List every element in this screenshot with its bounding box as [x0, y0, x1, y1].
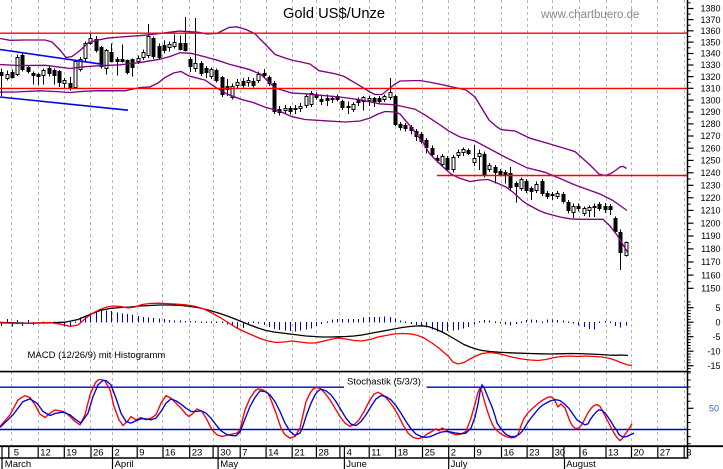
svg-text:30: 30 [220, 447, 231, 458]
svg-text:28: 28 [318, 447, 329, 458]
svg-text:23: 23 [192, 447, 203, 458]
svg-text:June: June [346, 459, 367, 469]
svg-text:-15: -15 [707, 361, 720, 371]
svg-text:16: 16 [165, 447, 176, 458]
svg-text:26: 26 [93, 447, 104, 458]
svg-text:1370: 1370 [700, 15, 720, 25]
svg-text:19: 19 [66, 447, 77, 458]
svg-text:March: March [5, 459, 31, 469]
svg-text:July: July [451, 459, 468, 469]
svg-text:9: 9 [139, 447, 144, 458]
svg-text:20: 20 [634, 447, 645, 458]
svg-text:13: 13 [608, 447, 619, 458]
svg-text:5: 5 [715, 303, 720, 313]
svg-text:50: 50 [709, 404, 719, 414]
svg-text:1340: 1340 [700, 49, 720, 59]
svg-text:1320: 1320 [700, 72, 720, 82]
svg-text:16: 16 [504, 447, 515, 458]
svg-text:1300: 1300 [700, 95, 720, 105]
svg-text:25: 25 [425, 447, 436, 458]
svg-text:1350: 1350 [700, 37, 720, 47]
svg-text:1280: 1280 [700, 119, 720, 129]
svg-text:Gold US$/Unze: Gold US$/Unze [283, 6, 385, 22]
svg-text:www.chartbuero.de: www.chartbuero.de [540, 9, 639, 21]
svg-text:-10: -10 [707, 346, 720, 356]
svg-text:1170: 1170 [701, 257, 720, 267]
svg-text:1230: 1230 [700, 181, 720, 191]
svg-text:7: 7 [242, 447, 247, 458]
svg-text:May: May [220, 459, 238, 469]
svg-text:1180: 1180 [701, 244, 720, 254]
svg-text:1210: 1210 [700, 206, 720, 216]
svg-text:-5: -5 [712, 332, 720, 342]
svg-text:12: 12 [40, 447, 51, 458]
svg-text:27: 27 [660, 447, 671, 458]
svg-text:21: 21 [294, 447, 305, 458]
svg-text:April: April [115, 459, 134, 469]
svg-text:1190: 1190 [701, 231, 720, 241]
svg-text:2: 2 [115, 447, 120, 458]
svg-text:9: 9 [477, 447, 482, 458]
svg-text:4: 4 [347, 447, 352, 458]
svg-text:1240: 1240 [700, 168, 720, 178]
svg-text:5: 5 [14, 447, 19, 458]
svg-text:0: 0 [715, 317, 720, 327]
svg-text:1380: 1380 [700, 4, 720, 14]
svg-text:6: 6 [582, 447, 587, 458]
svg-text:August: August [566, 459, 596, 469]
svg-text:Stochastik (5/3/3): Stochastik (5/3/3) [347, 376, 421, 387]
svg-text:1330: 1330 [700, 60, 720, 70]
svg-text:1220: 1220 [700, 193, 720, 203]
svg-text:14: 14 [268, 447, 279, 458]
svg-text:1200: 1200 [700, 218, 720, 228]
svg-text:18: 18 [398, 447, 409, 458]
svg-text:1310: 1310 [700, 84, 720, 94]
svg-text:1260: 1260 [700, 143, 720, 153]
svg-text:MACD (12/26/9) mit Histogramm: MACD (12/26/9) mit Histogramm [28, 350, 166, 361]
svg-text:11: 11 [371, 447, 381, 458]
svg-text:2: 2 [451, 447, 456, 458]
svg-text:1150: 1150 [701, 284, 720, 294]
svg-text:30: 30 [555, 447, 566, 458]
svg-text:1270: 1270 [700, 131, 720, 141]
svg-text:3: 3 [686, 447, 691, 458]
svg-text:1360: 1360 [700, 26, 720, 36]
svg-text:1160: 1160 [701, 270, 720, 280]
svg-text:1250: 1250 [700, 156, 720, 166]
svg-text:23: 23 [529, 447, 540, 458]
svg-text:1290: 1290 [700, 107, 720, 117]
